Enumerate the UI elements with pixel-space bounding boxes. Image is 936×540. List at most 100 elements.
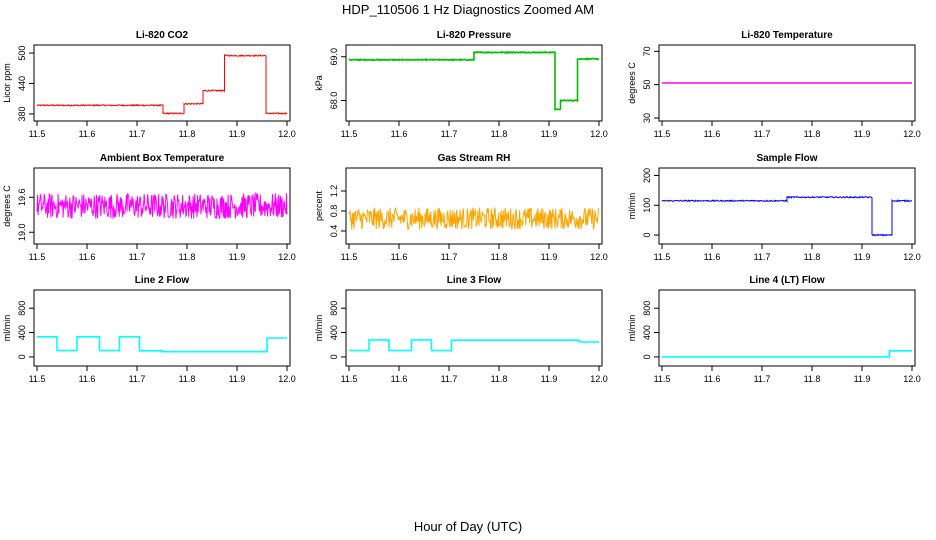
x-tick-label: 11.9	[854, 374, 871, 384]
plot-frame	[33, 167, 291, 245]
y-tick-label: 440	[17, 76, 27, 91]
x-tick-label: 11.9	[541, 374, 558, 384]
y-axis-label: degrees C	[2, 185, 12, 227]
panel-title: Li-820 CO2	[136, 30, 189, 41]
panel-title: Line 3 Flow	[447, 275, 502, 286]
y-tick-label: 800	[329, 301, 339, 316]
x-tick-label: 11.7	[129, 374, 146, 384]
plot-frame	[345, 289, 603, 367]
x-tick-label: 11.5	[341, 374, 358, 384]
y-axis-label: ml/min	[627, 315, 637, 342]
panel-8: Line 3 Flow ml/min 11.5 11.6 11.7 11.8 11.9 12.…	[314, 275, 608, 384]
y-tick-label: 0	[17, 354, 27, 359]
y-tick-label: 0.4	[329, 225, 339, 238]
x-tick-label: 11.5	[341, 129, 358, 139]
y-tick-label: 380	[17, 106, 27, 121]
x-tick-label: 12.0	[903, 374, 921, 384]
plot-frame	[33, 44, 291, 122]
series-line	[662, 349, 912, 358]
plot-frame	[33, 289, 291, 367]
plot-frame	[658, 167, 916, 245]
y-axis-label: percent	[314, 190, 324, 221]
plot-frame	[658, 289, 916, 367]
y-axis-label: ml/min	[2, 315, 12, 342]
x-tick-label: 11.6	[391, 129, 408, 139]
x-tick-label: 11.9	[229, 374, 246, 384]
y-tick-label: 400	[329, 325, 339, 340]
y-tick-label: 70	[642, 46, 652, 56]
panel-title: Line 4 (LT) Flow	[749, 275, 825, 286]
x-tick-label: 11.7	[441, 129, 458, 139]
y-axis-label: kPa	[314, 75, 324, 91]
x-tick-label: 11.9	[541, 252, 558, 262]
x-tick-label: 11.5	[654, 374, 671, 384]
x-tick-label: 11.8	[804, 252, 821, 262]
x-tick-label: 12.0	[278, 374, 296, 384]
x-tick-label: 11.7	[754, 129, 771, 139]
x-tick-label: 11.5	[29, 374, 46, 384]
y-tick-label: 0	[329, 354, 339, 359]
x-tick-label: 11.8	[491, 129, 508, 139]
y-tick-label: 400	[17, 325, 27, 340]
x-tick-label: 12.0	[590, 252, 608, 262]
y-tick-label: 50	[642, 80, 652, 90]
x-tick-label: 11.9	[854, 129, 871, 139]
y-tick-label: 0.8	[329, 205, 339, 218]
x-tick-label: 11.6	[391, 252, 408, 262]
y-tick-label: 19.6	[17, 188, 27, 206]
y-tick-label: 0	[642, 233, 652, 238]
x-tick-label: 11.7	[441, 252, 458, 262]
x-tick-label: 11.5	[29, 252, 46, 262]
x-tick-label: 11.8	[179, 374, 196, 384]
panel-4: Ambient Box Temperature degrees C 11.5 11.6…	[2, 153, 296, 262]
series-line	[661, 195, 913, 237]
x-tick-label: 11.6	[391, 374, 408, 384]
panel-1: Li-820 CO2 Licor ppm 11.5 11.6 11.7 11.8 11.9 1…	[2, 30, 296, 139]
panel-7: Line 2 Flow ml/min 11.5 11.6 11.7 11.8 11.9 12.…	[2, 275, 296, 384]
x-tick-label: 11.6	[704, 252, 721, 262]
series-line	[348, 206, 600, 231]
y-tick-label: 0	[642, 354, 652, 359]
x-tick-label: 11.6	[79, 374, 96, 384]
panel-3: Li-820 Temperature degrees C 11.5 11.6 11.7 1…	[627, 30, 921, 139]
panel-title: Li-820 Pressure	[437, 30, 512, 41]
x-tick-label: 11.7	[129, 129, 146, 139]
x-tick-label: 11.5	[29, 129, 46, 139]
y-tick-label: 800	[17, 301, 27, 316]
y-tick-label: 100	[642, 198, 652, 213]
x-tick-label: 12.0	[590, 374, 608, 384]
figure-x-axis-label: Hour of Day (UTC)	[414, 519, 522, 534]
x-tick-label: 11.8	[804, 374, 821, 384]
y-tick-label: 69.0	[329, 48, 339, 66]
x-tick-label: 11.5	[654, 252, 671, 262]
x-tick-label: 11.8	[179, 252, 196, 262]
plot-frame	[658, 44, 916, 122]
series-line	[37, 335, 287, 353]
y-axis-label: degrees C	[627, 62, 637, 104]
panel-5: Gas Stream RH percent 11.5 11.6 11.7 11.8 11.9…	[314, 153, 608, 262]
x-tick-label: 12.0	[590, 129, 608, 139]
x-tick-label: 11.7	[129, 252, 146, 262]
panel-2: Li-820 Pressure kPa 11.5 11.6 11.7 11.8 11.9 12…	[314, 30, 608, 139]
series-line	[36, 53, 288, 115]
panel-title: Gas Stream RH	[438, 153, 511, 164]
x-tick-label: 11.8	[491, 374, 508, 384]
x-tick-label: 11.8	[491, 252, 508, 262]
panel-title: Li-820 Temperature	[741, 30, 833, 41]
y-tick-label: 19.0	[17, 223, 27, 241]
y-tick-label: 30	[642, 113, 652, 123]
y-tick-label: 68.0	[329, 92, 339, 110]
x-tick-label: 11.7	[754, 252, 771, 262]
x-tick-label: 12.0	[278, 252, 296, 262]
y-tick-label: 1.2	[329, 185, 339, 198]
x-tick-label: 11.6	[704, 129, 721, 139]
x-tick-label: 11.9	[541, 129, 558, 139]
x-tick-label: 11.8	[179, 129, 196, 139]
x-tick-label: 11.6	[79, 252, 96, 262]
x-tick-label: 11.9	[229, 129, 246, 139]
y-tick-label: 200	[642, 168, 652, 183]
x-tick-label: 11.6	[704, 374, 721, 384]
panel-title: Sample Flow	[756, 153, 817, 164]
y-tick-label: 400	[642, 325, 652, 340]
